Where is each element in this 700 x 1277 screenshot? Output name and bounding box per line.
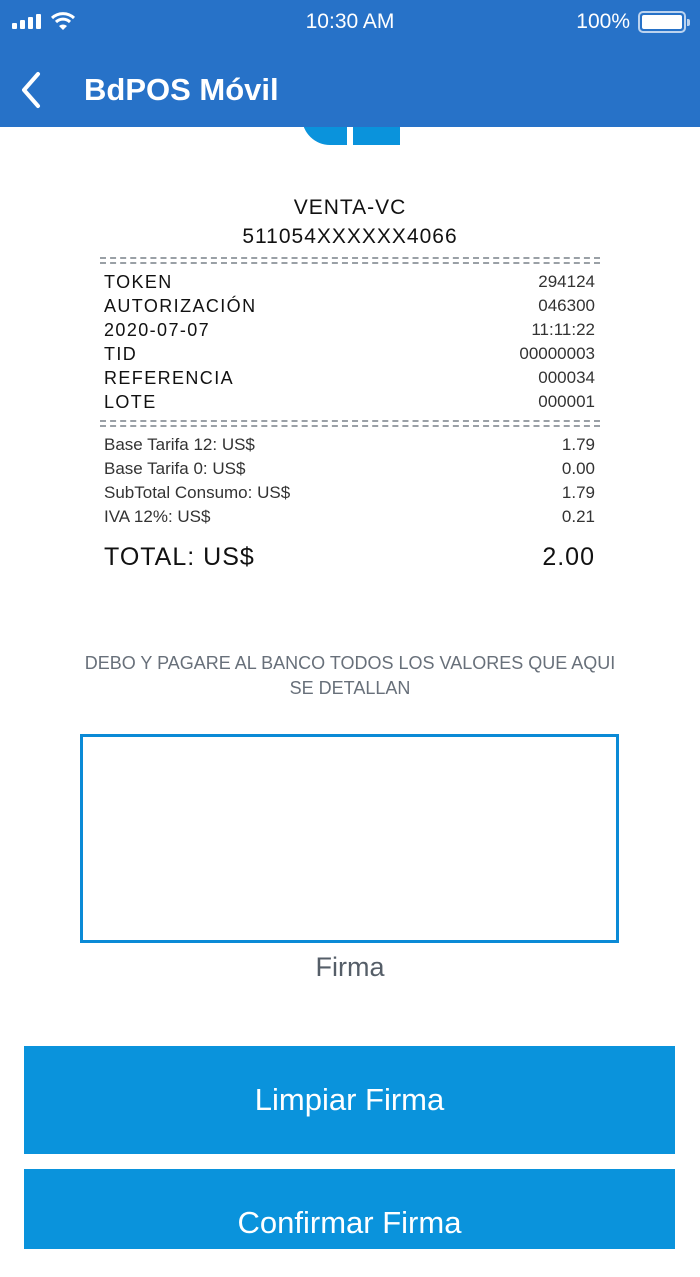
row-label: LOTE <box>104 392 157 412</box>
row-value: 000001 <box>538 392 595 411</box>
battery-percent: 100% <box>576 10 630 33</box>
row-label: 2020-07-07 <box>104 320 211 340</box>
amount-row: IVA 12%: US$ 0.21 <box>100 505 600 529</box>
row-value: 1.79 <box>561 483 595 502</box>
signature-label: Firma <box>315 952 385 982</box>
detail-row: TID 00000003 <box>100 342 600 366</box>
detail-row: 2020-07-07 11:11:22 <box>100 318 600 342</box>
transaction-type: VENTA-VC <box>293 196 407 219</box>
total-value: 2.00 <box>542 543 595 571</box>
signature-pad[interactable] <box>80 734 619 943</box>
detail-row: TOKEN 294124 <box>100 270 600 294</box>
amount-row: Base Tarifa 12: US$ 1.79 <box>100 433 600 457</box>
separator <box>100 257 600 264</box>
receipt: VENTA-VC 511054XXXXXX4066 TOKEN 294124 AUT… <box>100 193 600 572</box>
amount-row: SubTotal Consumo: US$ 1.79 <box>100 481 600 505</box>
row-label: SubTotal Consumo: US$ <box>104 483 291 502</box>
row-value: 046300 <box>538 296 595 315</box>
signal-icon <box>12 14 41 29</box>
disclaimer: DEBO Y PAGARE AL BANCO TODOS LOS VALORES… <box>84 653 616 698</box>
card-number: 511054XXXXXX4066 <box>242 225 458 248</box>
row-label: REFERENCIA <box>104 368 235 388</box>
detail-row: LOTE 000001 <box>100 390 600 414</box>
chevron-left-icon[interactable] <box>16 70 46 110</box>
detail-row: REFERENCIA 000034 <box>100 366 600 390</box>
page-title: BdPOS Móvil <box>84 72 279 107</box>
total-row: TOTAL: US$ 2.00 <box>100 543 600 572</box>
wifi-icon <box>50 12 76 30</box>
row-label: TID <box>104 344 138 364</box>
row-label: Base Tarifa 12: US$ <box>104 435 255 454</box>
separator <box>100 420 600 427</box>
row-value: 000034 <box>538 368 595 387</box>
row-value: 1.79 <box>561 435 595 454</box>
app-header: 10:30 AM 100% BdPOS Móvil <box>0 0 700 127</box>
row-value: 0.00 <box>561 459 595 478</box>
nav-bar: BdPOS Móvil <box>0 60 700 120</box>
confirm-signature-button[interactable]: Confirmar Firma <box>24 1169 675 1249</box>
detail-row: AUTORIZACIÓN 046300 <box>100 294 600 318</box>
row-label: IVA 12%: US$ <box>104 507 211 526</box>
status-bar: 10:30 AM 100% <box>0 8 700 36</box>
row-label: AUTORIZACIÓN <box>104 296 257 316</box>
row-value: 294124 <box>538 272 595 291</box>
row-value: 11:11:22 <box>531 320 595 339</box>
status-time: 10:30 AM <box>305 10 395 33</box>
row-value: 0.21 <box>561 507 595 526</box>
row-label: Base Tarifa 0: US$ <box>104 459 246 478</box>
total-label: TOTAL: US$ <box>104 543 255 571</box>
row-label: TOKEN <box>104 272 173 292</box>
amount-row: Base Tarifa 0: US$ 0.00 <box>100 457 600 481</box>
row-value: 00000003 <box>519 344 595 363</box>
battery-icon <box>638 11 690 33</box>
clear-signature-button[interactable]: Limpiar Firma <box>24 1046 675 1154</box>
